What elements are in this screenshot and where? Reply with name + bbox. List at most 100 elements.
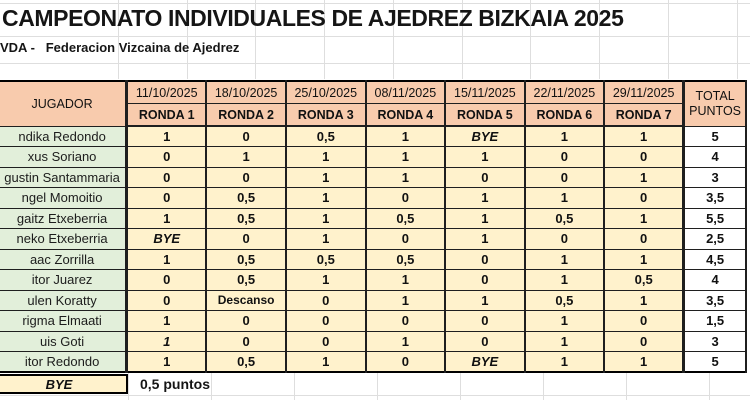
ronda-header[interactable]: RONDA 6 xyxy=(523,103,606,127)
total-cell[interactable]: 3 xyxy=(682,330,748,352)
score-cell[interactable]: 1 xyxy=(284,351,367,373)
score-cell[interactable]: 0 xyxy=(205,228,287,250)
score-cell[interactable]: 0 xyxy=(125,166,208,188)
ronda-header[interactable]: RONDA 1 xyxy=(125,103,208,127)
score-cell[interactable]: 0,5 xyxy=(205,187,287,209)
score-cell[interactable]: 1 xyxy=(364,166,447,188)
player-name-cell[interactable]: gustin Santammaria xyxy=(0,166,129,188)
score-cell[interactable]: 1 xyxy=(523,310,606,332)
score-cell[interactable]: BYE xyxy=(444,351,526,373)
score-cell[interactable]: 0 xyxy=(364,228,447,250)
total-cell[interactable]: 4 xyxy=(682,269,748,291)
score-cell[interactable]: 1 xyxy=(523,351,606,373)
date-header[interactable]: 25/10/2025 xyxy=(284,80,367,104)
score-cell[interactable]: BYE xyxy=(125,228,208,250)
score-cell[interactable]: 1 xyxy=(125,310,208,332)
score-cell[interactable]: 0 xyxy=(364,310,447,332)
score-cell[interactable]: 1 xyxy=(364,146,447,168)
date-header[interactable]: 18/10/2025 xyxy=(205,80,287,104)
score-cell[interactable]: 1 xyxy=(603,289,685,311)
score-cell[interactable]: 0 xyxy=(284,310,367,332)
score-cell[interactable]: 0,5 xyxy=(205,269,287,291)
score-cell[interactable]: 0,5 xyxy=(284,125,367,147)
total-column-header[interactable]: TOTAL PUNTOS xyxy=(682,80,748,127)
score-cell[interactable]: 0 xyxy=(125,187,208,209)
score-cell[interactable]: 0 xyxy=(364,351,447,373)
player-name-cell[interactable]: xus Soriano xyxy=(0,146,129,168)
score-cell[interactable]: 1 xyxy=(364,289,447,311)
score-cell[interactable]: 0 xyxy=(444,310,526,332)
date-header[interactable]: 29/11/2025 xyxy=(603,80,685,104)
score-cell[interactable]: 0 xyxy=(444,330,526,352)
score-cell[interactable]: 1 xyxy=(284,207,367,229)
date-header[interactable]: 11/10/2025 xyxy=(125,80,208,104)
score-cell[interactable]: 0,5 xyxy=(523,289,606,311)
score-cell[interactable]: 1 xyxy=(523,330,606,352)
score-cell[interactable]: BYE xyxy=(444,125,526,147)
score-cell[interactable]: 1 xyxy=(444,207,526,229)
score-cell[interactable]: 1 xyxy=(284,166,367,188)
score-cell[interactable]: 0 xyxy=(444,248,526,270)
score-cell[interactable]: 1 xyxy=(125,248,208,270)
score-cell[interactable]: 1 xyxy=(284,228,367,250)
player-name-cell[interactable]: uis Goti xyxy=(0,330,129,352)
score-cell[interactable]: 1 xyxy=(603,207,685,229)
total-cell[interactable]: 5 xyxy=(682,125,748,147)
ronda-header[interactable]: RONDA 4 xyxy=(364,103,447,127)
score-cell[interactable]: 1 xyxy=(523,187,606,209)
player-name-cell[interactable]: itor Redondo xyxy=(0,351,129,373)
score-cell[interactable]: 0,5 xyxy=(364,207,447,229)
score-cell[interactable]: 0 xyxy=(523,228,606,250)
score-cell[interactable]: 1 xyxy=(444,146,526,168)
score-cell[interactable]: 0 xyxy=(603,146,685,168)
score-cell[interactable]: 1 xyxy=(284,187,367,209)
score-cell[interactable]: 1 xyxy=(603,166,685,188)
player-name-cell[interactable]: ulen Koratty xyxy=(0,289,129,311)
ronda-header[interactable]: RONDA 3 xyxy=(284,103,367,127)
score-cell[interactable]: 0 xyxy=(125,146,208,168)
score-cell[interactable]: 1 xyxy=(364,125,447,147)
score-cell[interactable]: 0 xyxy=(364,187,447,209)
total-cell[interactable]: 5 xyxy=(682,351,748,373)
bye-legend-cell[interactable]: BYE xyxy=(0,374,128,394)
ronda-header[interactable]: RONDA 7 xyxy=(603,103,685,127)
total-cell[interactable]: 4 xyxy=(682,146,748,168)
player-name-cell[interactable]: aac Zorrilla xyxy=(0,248,129,270)
player-name-cell[interactable]: rigma Elmaati xyxy=(0,310,129,332)
total-cell[interactable]: 2,5 xyxy=(682,228,748,250)
score-cell[interactable]: 1 xyxy=(603,351,685,373)
score-cell[interactable]: 1 xyxy=(125,125,208,147)
score-cell[interactable]: 0,5 xyxy=(284,248,367,270)
total-cell[interactable]: 3 xyxy=(682,166,748,188)
player-name-cell[interactable]: ndika Redondo xyxy=(0,125,129,147)
player-name-cell[interactable]: itor Juarez xyxy=(0,269,129,291)
score-cell[interactable]: 0 xyxy=(444,166,526,188)
score-cell[interactable]: 0 xyxy=(523,146,606,168)
player-name-cell[interactable]: ngel Momoitio xyxy=(0,187,129,209)
score-cell[interactable]: 1 xyxy=(444,187,526,209)
player-name-cell[interactable]: gaitz Etxeberria xyxy=(0,207,129,229)
score-cell[interactable]: 0 xyxy=(205,330,287,352)
score-cell[interactable]: 1 xyxy=(523,269,606,291)
score-cell[interactable]: 1 xyxy=(364,330,447,352)
score-cell[interactable]: 0,5 xyxy=(364,248,447,270)
total-cell[interactable]: 3,5 xyxy=(682,289,748,311)
score-cell[interactable]: Descanso xyxy=(205,289,287,311)
ronda-header[interactable]: RONDA 5 xyxy=(444,103,526,127)
ronda-header[interactable]: RONDA 2 xyxy=(205,103,287,127)
total-cell[interactable]: 1,5 xyxy=(682,310,748,332)
score-cell[interactable]: 1 xyxy=(444,289,526,311)
total-cell[interactable]: 4,5 xyxy=(682,248,748,270)
player-column-header[interactable]: JUGADOR xyxy=(0,80,129,127)
score-cell[interactable]: 0,5 xyxy=(205,248,287,270)
score-cell[interactable]: 0 xyxy=(603,330,685,352)
score-cell[interactable]: 1 xyxy=(523,125,606,147)
score-cell[interactable]: 0 xyxy=(444,269,526,291)
score-cell[interactable]: 0 xyxy=(205,125,287,147)
score-cell[interactable]: 0,5 xyxy=(523,207,606,229)
score-cell[interactable]: 0 xyxy=(205,166,287,188)
score-cell[interactable]: 0 xyxy=(603,228,685,250)
total-cell[interactable]: 5,5 xyxy=(682,207,748,229)
score-cell[interactable]: 0,5 xyxy=(205,207,287,229)
score-cell[interactable]: 0 xyxy=(603,310,685,332)
